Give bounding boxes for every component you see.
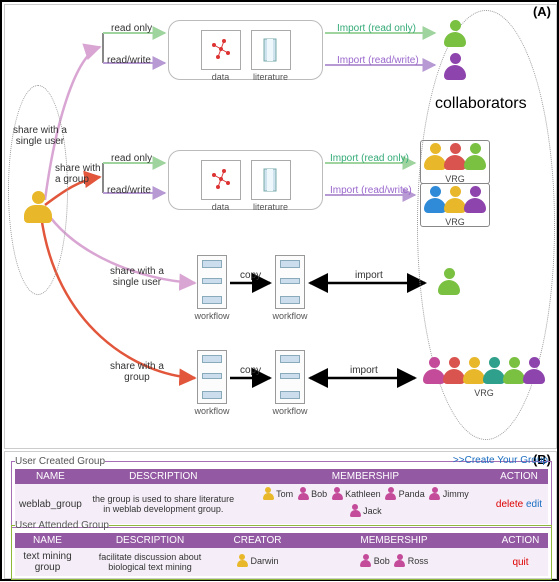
workflow-icon: workflow [275, 255, 305, 309]
originating-user-ellipse [8, 85, 68, 295]
share-single-label-2: share with a single user [110, 266, 164, 288]
quit-link[interactable]: quit [512, 557, 528, 568]
cell-creator: Darwin [220, 548, 295, 576]
collab-user-purple-icon [443, 53, 467, 81]
member-chip: Bob [360, 554, 390, 568]
workflow-icon: workflow [197, 350, 227, 404]
person-icon [262, 487, 274, 501]
data-literature-box-2: data literature [168, 150, 323, 210]
person-icon [463, 143, 487, 171]
member-chip: Jack [349, 504, 382, 518]
copy-label-2: copy [240, 365, 261, 376]
table-row: text mining group facilitate discussion … [15, 548, 548, 576]
read-only-label-2: read only [111, 153, 152, 164]
member-chip: Jimmy [429, 487, 469, 501]
section-a: share with a single user share with a gr… [4, 4, 557, 449]
data-caption: data [212, 72, 230, 82]
member-chip: Kathleen [331, 487, 381, 501]
person-icon [360, 554, 372, 568]
member-chip: Darwin [236, 554, 278, 568]
read-only-label-1: read only [111, 23, 152, 34]
vrg-group-3: VRG [420, 355, 548, 397]
collab-user-green-icon [443, 20, 467, 48]
col-action: ACTION [490, 469, 548, 484]
table-header-row: NAME DESCRIPTION MEMBERSHIP ACTION [15, 469, 548, 484]
workflow-caption: workflow [268, 406, 312, 416]
person-icon [522, 357, 546, 385]
vrg-caption-2: VRG [421, 217, 489, 227]
copy-label-1: copy [240, 270, 261, 281]
member-chip: Panda [385, 487, 425, 501]
literature-icon-2: literature [251, 160, 291, 200]
delete-link[interactable]: delete [496, 499, 523, 510]
edit-link[interactable]: edit [526, 499, 542, 510]
share-single-label: share with a single user [13, 125, 67, 147]
import-rw-label-1: Import (read/write) [337, 55, 419, 66]
person-icon [385, 487, 397, 501]
col-creator: CREATOR [220, 533, 295, 548]
created-table: NAME DESCRIPTION MEMBERSHIP ACTION webla… [15, 469, 548, 524]
created-legend: User Created Group [15, 456, 105, 467]
member-chip: Bob [297, 487, 327, 501]
import-label-2: import [350, 365, 378, 376]
vrg-group-1: VRG [420, 140, 490, 184]
cell-name: text mining group [15, 548, 80, 576]
collab-user-green2-icon [437, 268, 461, 296]
attended-table: NAME DESCRIPTION CREATOR MEMBERSHIP ACTI… [15, 533, 548, 576]
person-icon [349, 504, 361, 518]
col-membership: MEMBERSHIP [295, 533, 493, 548]
attended-legend: User Attended Group [15, 520, 109, 531]
data-icon: data [201, 30, 241, 70]
data-caption-2: data [212, 202, 230, 212]
col-desc: DESCRIPTION [86, 469, 241, 484]
person-icon [297, 487, 309, 501]
import-ro-label-2: Import (read only) [330, 153, 409, 164]
workflow-caption: workflow [268, 311, 312, 321]
literature-icon: literature [251, 30, 291, 70]
person-icon [463, 186, 487, 214]
workflow-caption: workflow [190, 406, 234, 416]
import-ro-label-1: Import (read only) [337, 23, 416, 34]
member-chip: Ross [394, 554, 429, 568]
col-membership: MEMBERSHIP [241, 469, 490, 484]
user-attended-group-panel: User Attended Group NAME DESCRIPTION CRE… [9, 518, 554, 582]
create-your-group-link[interactable]: >>Create Your Group [453, 455, 548, 466]
vrg-group-2: VRG [420, 183, 490, 227]
cell-members: Bob Ross [295, 548, 493, 576]
col-name: NAME [15, 469, 86, 484]
person-icon [429, 487, 441, 501]
section-b: >>Create Your Group User Created Group N… [4, 451, 557, 579]
person-icon [331, 487, 343, 501]
col-desc: DESCRIPTION [80, 533, 220, 548]
person-icon [236, 554, 248, 568]
import-rw-label-2: Import (read/write) [330, 185, 412, 196]
person-icon [394, 554, 406, 568]
workflow-caption: workflow [190, 311, 234, 321]
read-write-label-2: read/write [107, 185, 151, 196]
data-literature-box-1: data literature [168, 20, 323, 80]
col-action: ACTION [493, 533, 548, 548]
literature-caption: literature [253, 72, 288, 82]
table-header-row: NAME DESCRIPTION CREATOR MEMBERSHIP ACTI… [15, 533, 548, 548]
workflow-icon: workflow [197, 255, 227, 309]
literature-caption-2: literature [253, 202, 288, 212]
cell-action: quit [493, 548, 548, 576]
cell-desc: facilitate discussion about biological t… [80, 548, 220, 576]
workflow-icon: workflow [275, 350, 305, 404]
member-chip: Tom [262, 487, 293, 501]
share-group-label-2: share with a group [110, 361, 164, 383]
figure-canvas: (A) (B) [0, 0, 559, 581]
vrg-caption-3: VRG [420, 388, 548, 398]
col-name: NAME [15, 533, 80, 548]
share-group-label: share with a group [55, 163, 101, 185]
import-label-1: import [355, 270, 383, 281]
data-icon-2: data [201, 160, 241, 200]
read-write-label-1: read/write [107, 55, 151, 66]
